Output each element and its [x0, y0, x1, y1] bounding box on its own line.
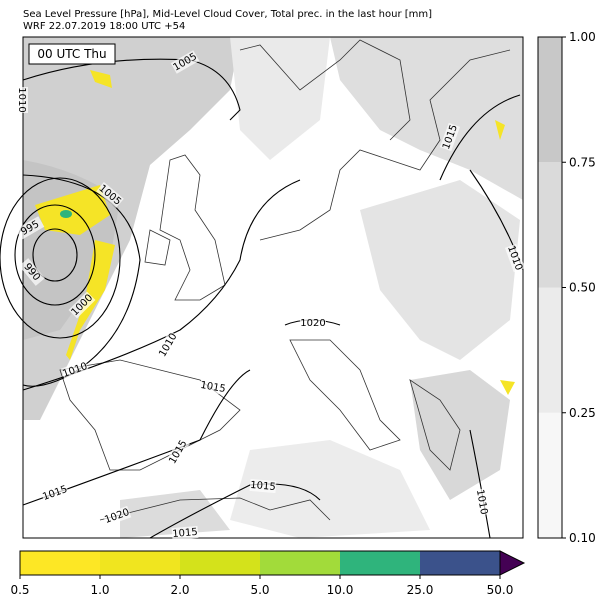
colorbar-extend — [499, 550, 526, 576]
isobar-label-bg — [156, 330, 180, 360]
colorbar-tick-label: 1.00 — [569, 30, 596, 44]
colorbar-tick-label: 2.0 — [170, 583, 189, 597]
colorbar-segment — [538, 162, 562, 288]
isobar-label-bg — [473, 488, 491, 516]
colorbar-tick-label: 1.0 — [90, 583, 109, 597]
isobar-label-bg — [16, 87, 28, 113]
colorbar-segment — [180, 551, 260, 575]
colorbar-tick-label: 50.0 — [487, 583, 514, 597]
isobar-label-bg — [300, 317, 326, 329]
isobar-label: 1015 — [172, 527, 198, 540]
isobar-label-bg — [249, 478, 277, 494]
colorbar-segment — [538, 412, 562, 538]
isobar-label-bg — [60, 359, 90, 381]
isobar-label-bg — [102, 505, 132, 527]
isobar-label-bg — [96, 182, 124, 208]
colorbar-tick-label: 0.75 — [569, 155, 596, 169]
isobar-label-bg — [171, 525, 199, 541]
colorbar-tick-label: 5.0 — [250, 583, 269, 597]
isobar-label-bg — [199, 378, 227, 396]
isobar-label: 1010 — [474, 489, 489, 516]
isobar-label-bg — [439, 122, 461, 152]
colorbar-segment — [100, 551, 180, 575]
colorbar-tick-label: 0.5 — [10, 583, 29, 597]
colorbar-segment — [420, 551, 500, 575]
isobar-label: 1020 — [300, 318, 325, 329]
isobar-label-bg — [19, 258, 45, 286]
colorbar-tick-label: 0.50 — [569, 281, 596, 295]
isobar-label-bg — [40, 482, 70, 504]
isobar-label: 1010 — [16, 87, 27, 112]
time-label: 00 UTC Thu — [37, 47, 106, 61]
colorbar-segment — [260, 551, 340, 575]
isobar-label-bg — [68, 291, 96, 319]
isobar-label-bg — [504, 243, 526, 273]
title: Sea Level Pressure [hPa], Mid-Level Clou… — [23, 9, 432, 20]
isobar-label-bg — [170, 50, 200, 74]
colorbar-segment — [538, 37, 562, 163]
colorbar-segment — [20, 551, 100, 575]
colorbar-segment — [340, 551, 420, 575]
map: 00 UTC Thu — [0, 36, 524, 539]
colorbar-tick-label: 0.10 — [569, 531, 596, 545]
isobar-label: 1015 — [250, 480, 276, 493]
isobar-label-bg — [166, 437, 190, 467]
isobar-label-bg — [15, 216, 45, 240]
time-box — [28, 43, 116, 65]
colorbar-tick-label: 0.25 — [569, 406, 596, 420]
colorbar-tick-label: 10.0 — [327, 583, 354, 597]
colorbar-tick-label: 25.0 — [407, 583, 434, 597]
precip-core — [60, 210, 72, 218]
subtitle: WRF 22.07.2019 18:00 UTC +54 — [23, 21, 185, 32]
map-frame — [22, 36, 524, 539]
isobars — [0, 58, 524, 539]
isobar-label: 1015 — [199, 380, 226, 395]
colorbar-segment — [538, 287, 562, 413]
